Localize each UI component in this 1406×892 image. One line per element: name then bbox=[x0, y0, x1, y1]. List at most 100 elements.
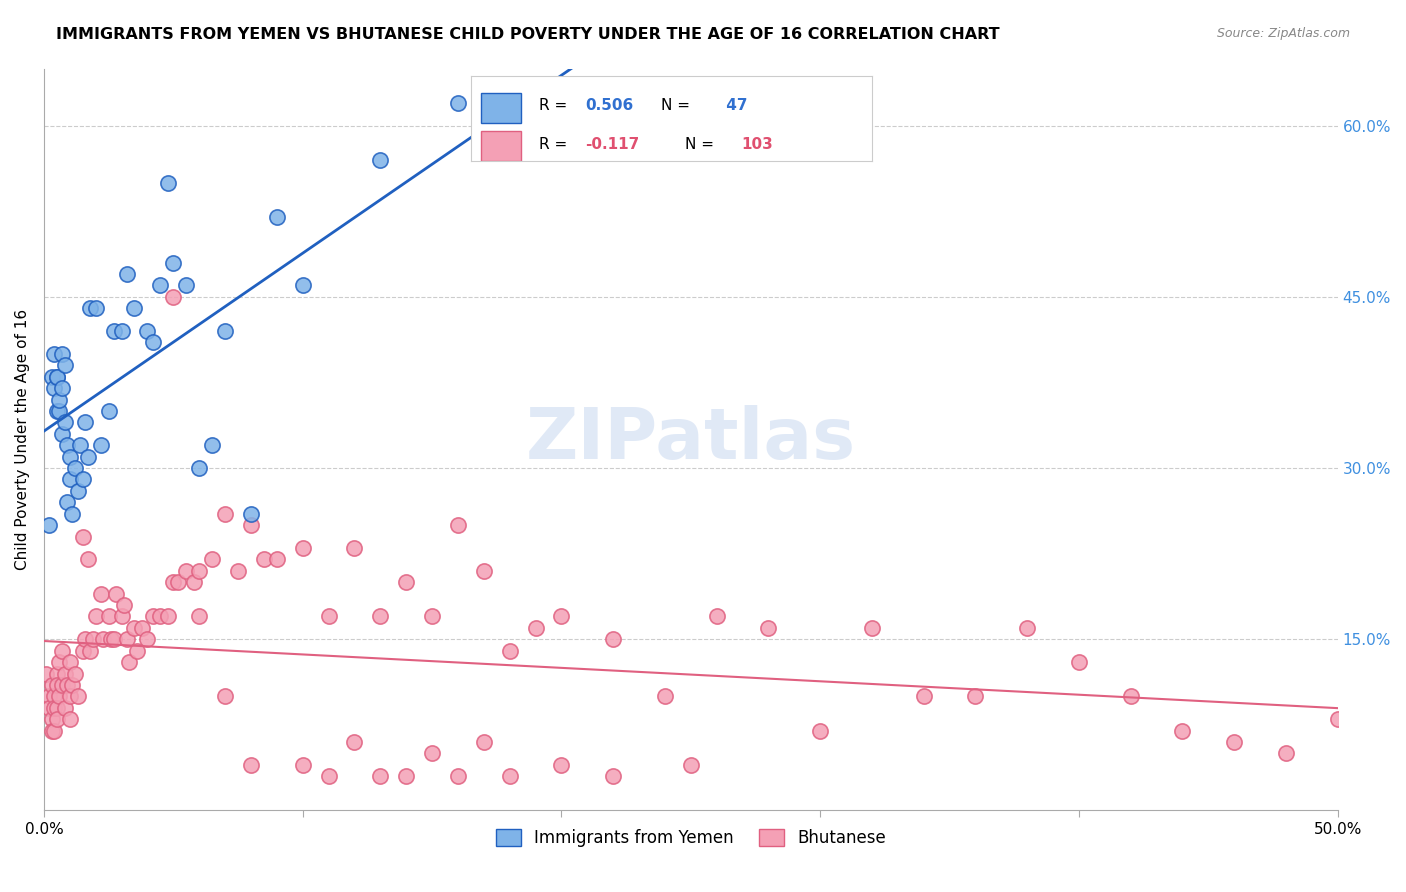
Point bbox=[66, 690, 89, 704]
Point bbox=[72, 529, 94, 543]
Point bbox=[239, 507, 262, 521]
Point bbox=[965, 690, 987, 704]
Point bbox=[167, 575, 190, 590]
Point bbox=[1275, 747, 1298, 761]
Point bbox=[38, 700, 60, 714]
Point bbox=[93, 632, 115, 647]
Point bbox=[149, 278, 172, 293]
Point bbox=[253, 552, 276, 566]
Point bbox=[550, 609, 572, 624]
Point bbox=[1067, 655, 1090, 669]
Point bbox=[368, 609, 391, 624]
Text: ZIPatlas: ZIPatlas bbox=[526, 405, 856, 474]
Point bbox=[53, 359, 76, 373]
Point bbox=[97, 404, 120, 418]
Point bbox=[48, 404, 70, 418]
Point bbox=[56, 438, 79, 452]
Point bbox=[183, 575, 205, 590]
Point bbox=[162, 290, 184, 304]
Point bbox=[157, 609, 180, 624]
Point bbox=[226, 564, 249, 578]
Point bbox=[56, 495, 79, 509]
Point bbox=[59, 450, 82, 464]
Point bbox=[72, 473, 94, 487]
Point bbox=[38, 518, 60, 533]
Point bbox=[188, 564, 211, 578]
Point bbox=[912, 690, 935, 704]
Point bbox=[188, 609, 211, 624]
Point bbox=[90, 438, 112, 452]
Point bbox=[51, 426, 73, 441]
Point bbox=[214, 690, 236, 704]
Point bbox=[90, 586, 112, 600]
Point bbox=[63, 461, 86, 475]
Point bbox=[214, 507, 236, 521]
Point bbox=[59, 712, 82, 726]
Point bbox=[395, 769, 418, 783]
Point bbox=[51, 347, 73, 361]
Point bbox=[808, 723, 831, 738]
Point bbox=[860, 621, 883, 635]
Point bbox=[97, 609, 120, 624]
Point bbox=[75, 416, 97, 430]
Point bbox=[38, 690, 60, 704]
Point bbox=[1119, 690, 1142, 704]
Point bbox=[214, 324, 236, 338]
Point bbox=[157, 176, 180, 190]
Point bbox=[679, 757, 702, 772]
Point bbox=[110, 324, 132, 338]
Point bbox=[59, 655, 82, 669]
Point bbox=[56, 678, 79, 692]
Point bbox=[84, 609, 107, 624]
Point bbox=[59, 473, 82, 487]
Point bbox=[100, 632, 122, 647]
Point bbox=[53, 416, 76, 430]
Point bbox=[103, 324, 125, 338]
Point bbox=[59, 690, 82, 704]
Point bbox=[51, 643, 73, 657]
Point bbox=[48, 690, 70, 704]
Point bbox=[45, 712, 67, 726]
Point bbox=[66, 483, 89, 498]
Point bbox=[53, 700, 76, 714]
Point bbox=[44, 723, 66, 738]
Point bbox=[498, 643, 520, 657]
Point bbox=[162, 575, 184, 590]
Point bbox=[79, 643, 101, 657]
Point bbox=[41, 369, 63, 384]
Y-axis label: Child Poverty Under the Age of 16: Child Poverty Under the Age of 16 bbox=[15, 309, 30, 570]
Point bbox=[420, 747, 443, 761]
Point bbox=[115, 267, 138, 281]
Point bbox=[162, 255, 184, 269]
Point bbox=[602, 769, 624, 783]
Point bbox=[51, 678, 73, 692]
Point bbox=[524, 621, 547, 635]
Point bbox=[201, 552, 224, 566]
Point bbox=[318, 769, 340, 783]
Point bbox=[1017, 621, 1039, 635]
Text: Source: ZipAtlas.com: Source: ZipAtlas.com bbox=[1216, 27, 1350, 40]
Point bbox=[654, 690, 676, 704]
Point bbox=[447, 518, 470, 533]
Point bbox=[758, 621, 780, 635]
Point bbox=[447, 95, 470, 110]
Point bbox=[1223, 735, 1246, 749]
Point bbox=[124, 621, 146, 635]
Point bbox=[44, 381, 66, 395]
Point bbox=[72, 643, 94, 657]
Point bbox=[472, 735, 495, 749]
Point bbox=[48, 392, 70, 407]
Point bbox=[84, 301, 107, 316]
Point bbox=[124, 301, 146, 316]
Point bbox=[239, 518, 262, 533]
Point bbox=[44, 347, 66, 361]
Point bbox=[1171, 723, 1194, 738]
Point bbox=[131, 621, 153, 635]
Point bbox=[60, 507, 83, 521]
Point bbox=[35, 666, 58, 681]
Point bbox=[174, 278, 197, 293]
Point bbox=[291, 278, 314, 293]
Point bbox=[706, 609, 728, 624]
Point bbox=[44, 690, 66, 704]
Point bbox=[45, 666, 67, 681]
